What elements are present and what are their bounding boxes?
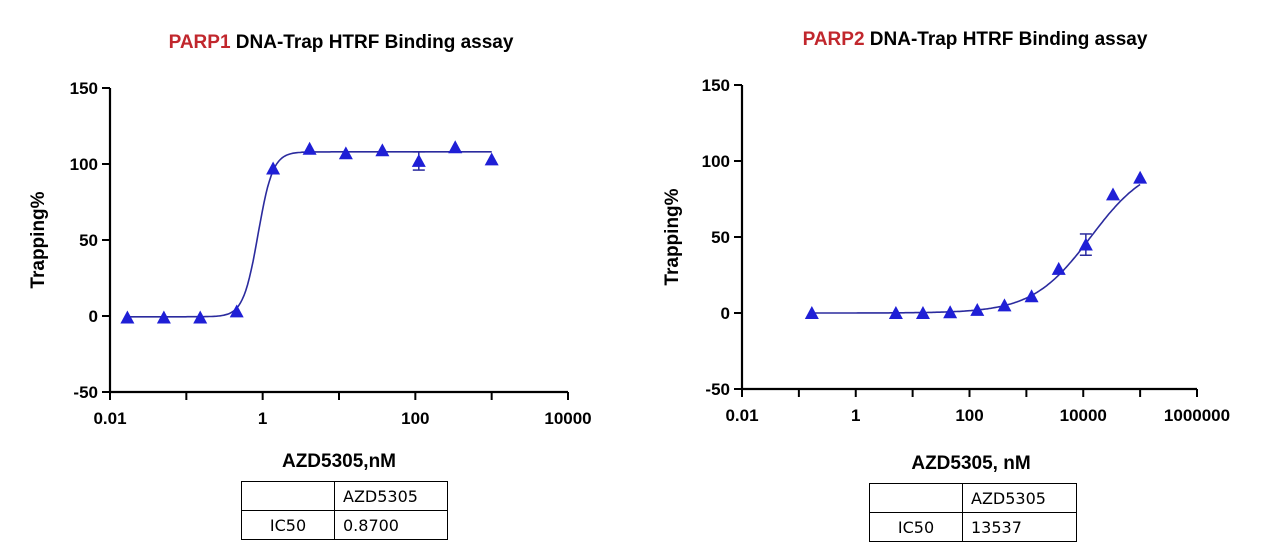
x-tick-label: 100 bbox=[955, 406, 983, 425]
y-axis-label: Trapping% bbox=[28, 191, 49, 288]
data-point bbox=[448, 140, 463, 154]
data-point bbox=[888, 306, 903, 319]
x-axis-label: AZD5305, nM bbox=[911, 453, 1030, 474]
data-point bbox=[266, 161, 281, 175]
x-tick-label: 0.01 bbox=[93, 409, 126, 428]
table-ic50-value: 13537 bbox=[962, 512, 1077, 542]
y-tick-label: 100 bbox=[702, 152, 730, 171]
y-tick-label: 0 bbox=[721, 304, 730, 323]
parp2-chart: PARP2 DNA-Trap HTRF Binding assay -50 0 50 1… bbox=[662, 29, 1230, 474]
y-axis-label: Trapping% bbox=[662, 188, 683, 285]
chart-title: PARP1 DNA-Trap HTRF Binding assay bbox=[169, 32, 514, 53]
data-point bbox=[1024, 289, 1039, 303]
chart-title-highlight: PARP2 bbox=[803, 29, 865, 50]
table-ic50-value: 0.8700 bbox=[334, 510, 448, 540]
chart-title-highlight: PARP1 bbox=[169, 32, 231, 53]
table-header-compound: AZD5305 bbox=[334, 481, 448, 511]
data-point bbox=[1105, 187, 1120, 201]
data-point bbox=[1078, 237, 1093, 251]
chart-title-text: DNA-Trap HTRF Binding assay bbox=[865, 29, 1148, 50]
data-point bbox=[229, 304, 244, 318]
parp1-chart: PARP1 DNA-Trap HTRF Binding assay -50 0 50 1… bbox=[28, 32, 592, 472]
y-tick-label: -50 bbox=[705, 380, 730, 399]
data-point bbox=[193, 310, 208, 324]
data-point bbox=[1051, 261, 1066, 275]
y-tick-label: 150 bbox=[70, 79, 98, 98]
data-point bbox=[997, 298, 1012, 312]
x-tick-label: 1 bbox=[258, 409, 267, 428]
y-tick-label: 150 bbox=[702, 76, 730, 95]
y-tick-label: 100 bbox=[70, 155, 98, 174]
data-point bbox=[338, 146, 353, 160]
table-row-label: IC50 bbox=[869, 512, 963, 542]
data-point bbox=[484, 152, 499, 166]
y-tick-label: 0 bbox=[89, 307, 98, 326]
x-axis-label: AZD5305,nM bbox=[282, 451, 396, 472]
data-point bbox=[1133, 170, 1148, 184]
data-point bbox=[915, 306, 930, 319]
chart-title-text: DNA-Trap HTRF Binding assay bbox=[231, 32, 514, 53]
data-point bbox=[411, 153, 426, 167]
y-tick-label: 50 bbox=[79, 231, 98, 250]
x-tick-label: 10000 bbox=[544, 409, 591, 428]
x-tick-label: 10000 bbox=[1060, 406, 1107, 425]
parp1-ic50-table: AZD5305 IC50 0.8700 bbox=[241, 481, 448, 540]
x-tick-label: 1 bbox=[851, 406, 860, 425]
x-tick-label: 1000000 bbox=[1164, 406, 1230, 425]
data-point bbox=[120, 310, 135, 324]
fit-curve bbox=[127, 151, 492, 318]
x-tick-label: 0.01 bbox=[725, 406, 758, 425]
x-tick-label: 100 bbox=[401, 409, 429, 428]
y-tick-label: -50 bbox=[73, 383, 98, 402]
data-point bbox=[804, 306, 819, 319]
table-header-compound: AZD5305 bbox=[962, 483, 1077, 513]
chart-title: PARP2 DNA-Trap HTRF Binding assay bbox=[803, 29, 1148, 50]
table-header-empty-cell bbox=[241, 481, 335, 511]
data-point bbox=[943, 305, 958, 319]
data-point bbox=[375, 143, 390, 157]
data-point bbox=[156, 310, 171, 324]
table-header-empty-cell bbox=[869, 483, 963, 513]
y-tick-label: 50 bbox=[711, 228, 730, 247]
parp2-ic50-table: AZD5305 IC50 13537 bbox=[869, 483, 1077, 542]
data-point bbox=[302, 141, 317, 155]
data-point bbox=[970, 302, 985, 316]
table-row-label: IC50 bbox=[241, 510, 335, 540]
